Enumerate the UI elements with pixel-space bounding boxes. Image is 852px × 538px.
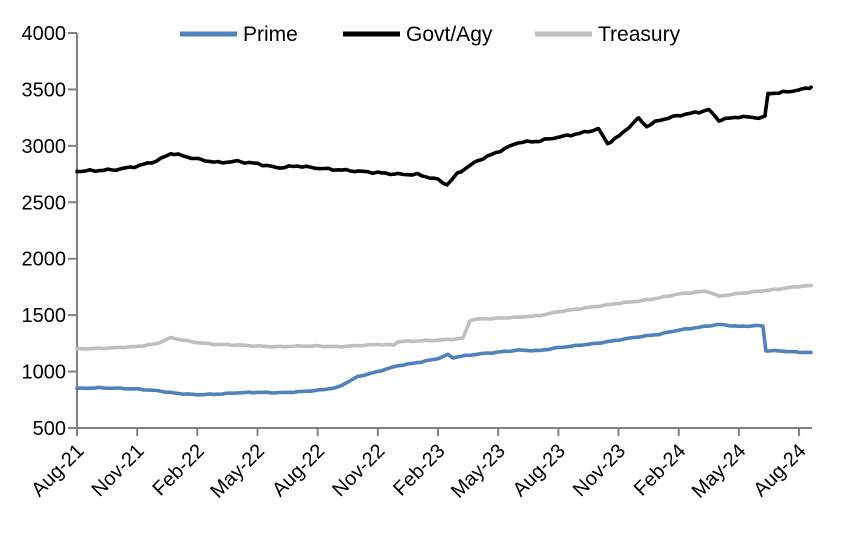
y-tick-label: 4000: [22, 23, 67, 45]
x-tick-label: Feb-24: [630, 440, 690, 500]
legend-item-treasury: Treasury: [535, 23, 681, 46]
x-tick-label: Feb-23: [389, 440, 449, 500]
series-line-prime: [75, 322, 813, 397]
legend-item-govt-agy: Govt/Agy: [343, 23, 493, 46]
x-tick-label: Feb-22: [149, 440, 209, 500]
legend-label-govt-agy: Govt/Agy: [406, 23, 493, 46]
series-line-govt-agy: [75, 85, 813, 187]
y-tick-label: 2000: [22, 249, 67, 271]
y-tick-label: 500: [33, 418, 66, 440]
y-tick-label: 1500: [22, 305, 67, 327]
y-tick-label: 3500: [22, 79, 67, 101]
y-tick-label: 3000: [22, 136, 67, 158]
y-tick-label: 2500: [22, 192, 67, 214]
x-tick-label: Aug-21: [27, 440, 88, 501]
legend-label-prime: Prime: [243, 23, 298, 46]
x-tick-label: May-24: [688, 440, 751, 503]
y-tick-label: 1000: [22, 362, 67, 384]
x-tick-label: Nov-23: [569, 440, 630, 501]
x-tick-label: Nov-21: [88, 440, 149, 501]
x-tick-label: May-22: [206, 440, 269, 503]
series-line-treasury: [75, 283, 813, 351]
legend-item-prime: Prime: [180, 23, 298, 46]
x-tick-label: Aug-22: [268, 440, 329, 501]
legend-label-treasury: Treasury: [598, 23, 681, 46]
x-tick-label: Nov-22: [328, 440, 389, 501]
x-tick-label: Aug-23: [509, 440, 570, 501]
x-tick-label: Aug-24: [749, 440, 810, 501]
x-tick-label: May-23: [447, 440, 510, 503]
